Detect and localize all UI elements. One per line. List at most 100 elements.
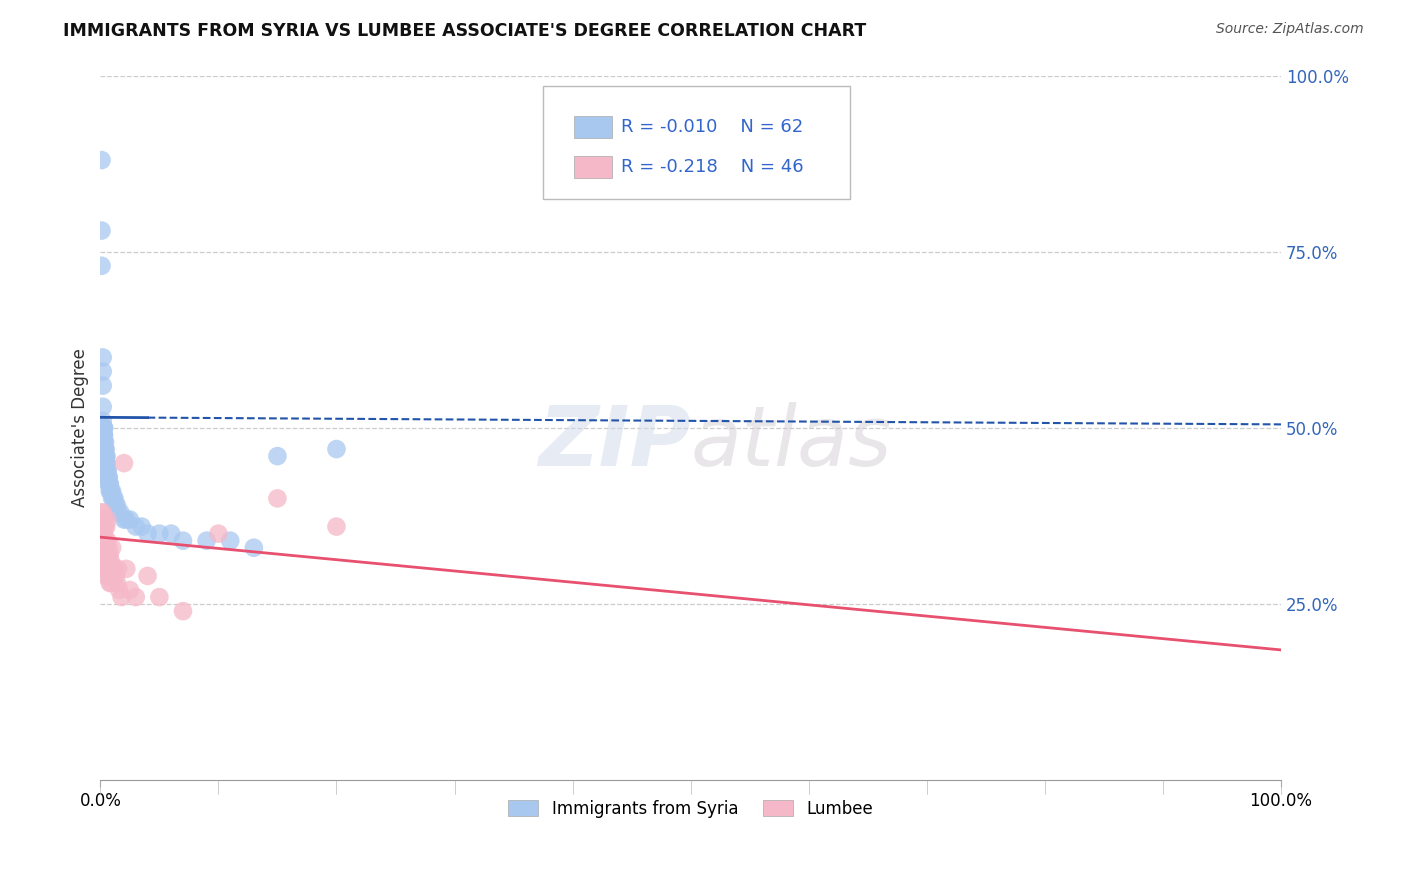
Point [100,555,122,569]
Point [96,519,118,533]
Point [96,449,118,463]
Point [93,421,115,435]
Point [96,456,118,470]
Point [96,449,118,463]
Text: ZIP: ZIP [538,401,690,483]
Point [96,470,118,484]
Point [90,533,112,548]
Point [103,562,125,576]
Point [125,590,148,604]
Point [98,562,121,576]
Point [100,484,122,499]
FancyBboxPatch shape [543,87,851,199]
Point [98,548,121,562]
Point [97,541,120,555]
Point [101,541,124,555]
Point [91,414,114,428]
Point [94,562,117,576]
Point [136,526,159,541]
Point [94,449,117,463]
Legend: Immigrants from Syria, Lumbee: Immigrants from Syria, Lumbee [502,794,880,825]
Point [103,491,125,506]
Point [266,491,288,506]
Point [207,526,229,541]
Point [136,569,159,583]
Point [93,435,115,450]
Point [172,604,194,618]
FancyBboxPatch shape [574,156,612,178]
Point [101,484,124,499]
Point [172,533,194,548]
Point [97,555,120,569]
Point [98,576,121,591]
Text: Source: ZipAtlas.com: Source: ZipAtlas.com [1216,22,1364,37]
Point [91,506,114,520]
Point [96,470,118,484]
Point [94,435,117,450]
Point [91,541,114,555]
Point [96,456,118,470]
Point [325,442,347,456]
Point [96,569,118,583]
Point [93,428,115,442]
Point [93,421,115,435]
Point [325,519,347,533]
Point [94,442,117,456]
Point [131,519,153,533]
Point [90,223,112,237]
Point [96,463,118,477]
Point [90,153,112,167]
Point [148,526,170,541]
Point [96,533,118,548]
Point [98,477,121,491]
Point [112,512,135,526]
Point [243,541,266,555]
Point [118,582,141,597]
Point [93,435,115,450]
Point [94,519,117,533]
Point [148,590,170,604]
Point [103,491,125,506]
Point [103,569,125,583]
Point [97,470,120,484]
Point [110,590,132,604]
Point [93,562,115,576]
Point [93,548,115,562]
Point [93,526,115,541]
Point [160,526,183,541]
Point [115,512,138,526]
Point [105,576,128,591]
Text: IMMIGRANTS FROM SYRIA VS LUMBEE ASSOCIATE'S DEGREE CORRELATION CHART: IMMIGRANTS FROM SYRIA VS LUMBEE ASSOCIAT… [63,22,866,40]
Point [107,562,129,576]
Text: R = -0.010    N = 62: R = -0.010 N = 62 [621,118,803,136]
Point [94,442,117,456]
Point [94,533,117,548]
Point [97,477,120,491]
Point [101,491,124,506]
Point [100,484,122,499]
Point [96,569,118,583]
Point [115,562,138,576]
Point [93,421,115,435]
Point [108,582,131,597]
Point [97,470,120,484]
Point [90,259,112,273]
Point [96,548,118,562]
FancyBboxPatch shape [574,116,612,138]
Point [96,463,118,477]
Point [112,456,135,470]
Point [96,463,118,477]
Point [91,365,114,379]
Point [93,428,115,442]
Point [100,576,122,591]
Point [91,526,114,541]
Point [219,533,242,548]
Point [94,449,117,463]
Point [104,499,127,513]
Point [91,400,114,414]
Point [96,456,118,470]
Point [94,442,117,456]
Point [93,512,115,526]
Text: atlas: atlas [690,401,893,483]
Point [91,378,114,392]
